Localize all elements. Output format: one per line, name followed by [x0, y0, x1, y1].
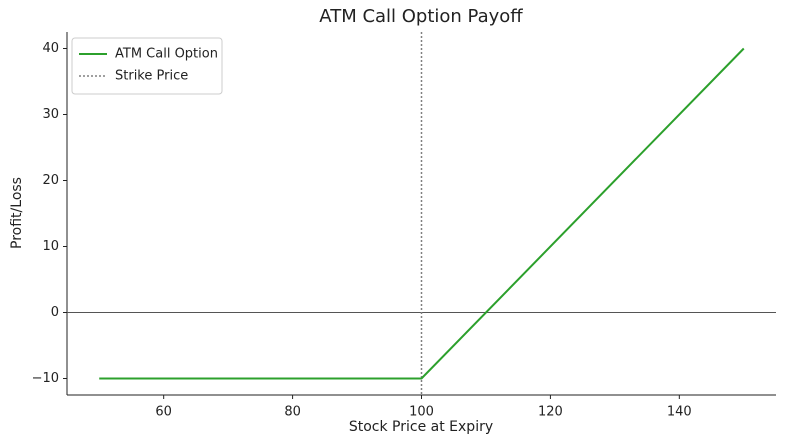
y-tick-label: 0	[51, 305, 59, 320]
legend-box	[71, 37, 223, 95]
x-tick-label: 120	[538, 405, 563, 420]
payoff-line	[99, 47, 745, 380]
legend-label: ATM Call Option	[115, 47, 218, 62]
legend-label: Strike Price	[115, 69, 188, 84]
y-tick-label: 40	[42, 41, 59, 56]
x-tick-label: 80	[284, 405, 301, 420]
x-tick-label: 100	[409, 405, 434, 420]
y-axis-label: Profit/Loss	[9, 177, 25, 249]
y-tick-label: 30	[42, 107, 59, 122]
x-tick-label: 140	[667, 405, 692, 420]
chart-title: ATM Call Option Payoff	[319, 6, 523, 27]
y-tick-label: 20	[42, 173, 59, 188]
x-axis-label: Stock Price at Expiry	[349, 419, 493, 435]
x-tick-label: 60	[155, 405, 172, 420]
y-tick-label: −10	[32, 371, 59, 386]
y-tick-label: 10	[42, 239, 59, 254]
